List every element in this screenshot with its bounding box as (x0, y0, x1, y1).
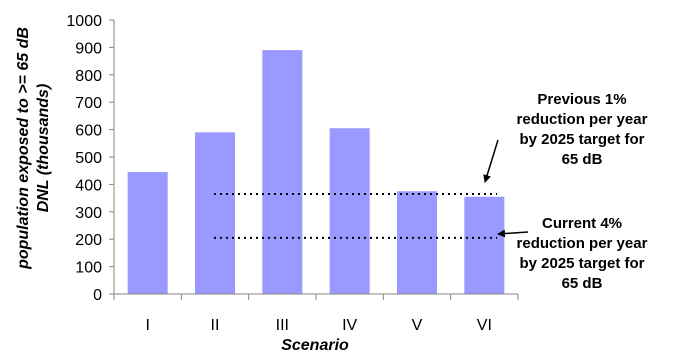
bar (262, 50, 303, 294)
x-tick-label: I (145, 317, 149, 334)
y-tick-label: 400 (75, 177, 102, 194)
y-axis-ticks: 0 100 200 300 400 500 600 700 800 900 1000 (66, 13, 114, 304)
annotation-text: 65 dB (562, 151, 603, 168)
annotation-arrow (483, 139, 499, 183)
x-axis-ticks: I II III IV V VI (113, 294, 519, 334)
x-tick-label: IV (342, 317, 357, 334)
y-tick-label: 200 (75, 232, 102, 249)
annotation-text: reduction per year (517, 235, 648, 252)
bar (464, 196, 505, 294)
x-tick-label: III (276, 317, 289, 334)
y-tick-label: 700 (75, 95, 102, 112)
bar (397, 191, 437, 294)
x-tick-label: VI (477, 317, 492, 334)
y-axis-title-line-2: DNL (thousands) (35, 84, 52, 213)
reference-lines (214, 192, 497, 239)
y-tick-label: 500 (75, 150, 102, 167)
y-tick-label: 900 (75, 40, 102, 57)
annotation-text: by 2025 target for (519, 131, 644, 148)
annotation-text: Current 4% (542, 215, 622, 232)
y-tick-label: 100 (75, 260, 102, 277)
bar (127, 172, 168, 294)
x-axis-title: Scenario (281, 337, 349, 354)
bars (127, 50, 505, 294)
y-tick-label: 300 (75, 205, 102, 222)
y-tick-label: 800 (75, 68, 102, 85)
annotations: Previous 1% reduction per year by 2025 tar… (483, 91, 648, 292)
axes (113, 20, 518, 295)
annotation-text: by 2025 target for (519, 255, 644, 272)
annotation-text: Previous 1% (537, 91, 626, 108)
y-axis-title: population exposed to >= 65 dB DNL (thou… (15, 27, 52, 270)
annotation-text: reduction per year (517, 111, 648, 128)
y-axis-title-line-1: population exposed to >= 65 dB (15, 27, 32, 270)
bar (195, 132, 235, 294)
y-tick-label: 600 (75, 123, 102, 140)
annotation-arrow (497, 229, 529, 238)
annotation-text: 65 dB (562, 275, 603, 292)
x-tick-label: V (412, 317, 423, 334)
bar (329, 128, 370, 294)
y-tick-label: 1000 (66, 13, 102, 30)
x-tick-label: II (211, 317, 220, 334)
y-tick-label: 0 (93, 287, 102, 304)
